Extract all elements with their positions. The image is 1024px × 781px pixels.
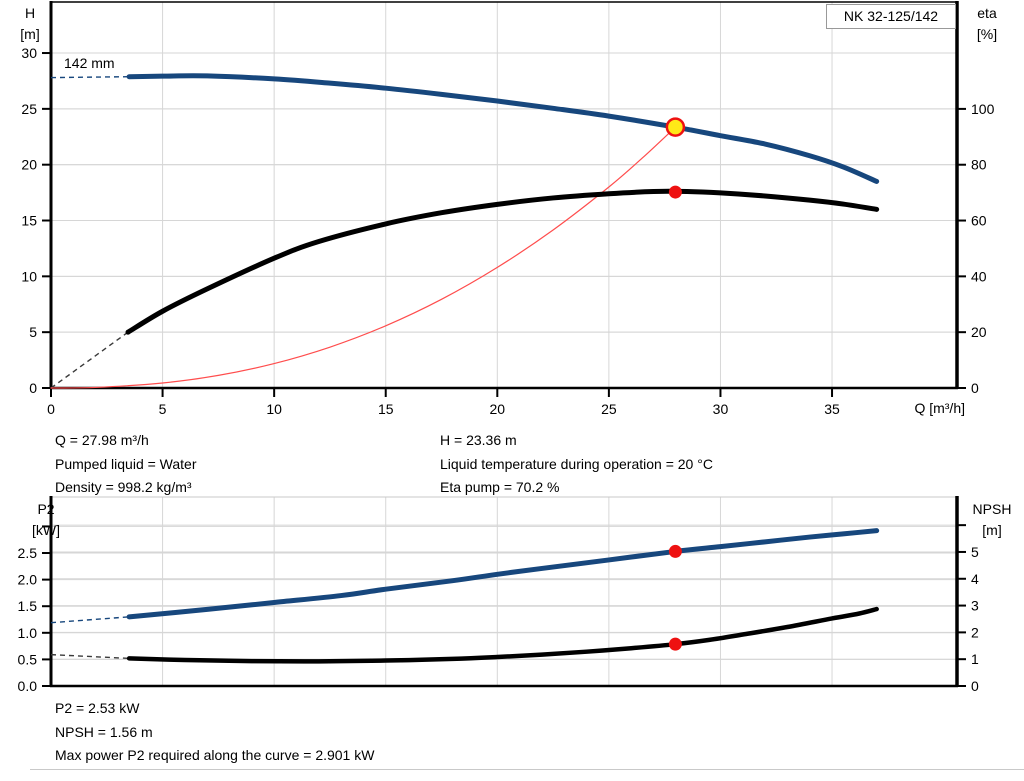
model-number-box: NK 32-125/142 xyxy=(826,4,956,29)
tick-label: 2.0 xyxy=(18,572,38,588)
tick-label: 25 xyxy=(601,401,617,417)
tick-label: 0.5 xyxy=(18,651,38,667)
system-curve xyxy=(50,126,676,389)
p2-curve xyxy=(126,528,880,620)
flow-axis-label: Q [m³/h] xyxy=(914,400,965,416)
npsh-curve xyxy=(126,606,879,664)
efficiency-curve xyxy=(125,188,880,335)
tick-label: 40 xyxy=(971,268,987,284)
npsh-axis-title-line2: [m] xyxy=(982,522,1002,538)
tick-label: 20 xyxy=(490,401,506,417)
result-liquid-temperature: Liquid temperature during operation = 20… xyxy=(440,455,713,472)
head-curve-dashed-lead xyxy=(50,75,130,79)
tick-label: 0 xyxy=(47,401,55,417)
eta-axis-title-line1: eta xyxy=(977,5,997,21)
tick-label: 20 xyxy=(21,157,37,173)
tick-label: 0 xyxy=(971,380,979,396)
tick-label: 5 xyxy=(971,544,979,560)
tick-label: 30 xyxy=(21,45,37,61)
head-axis-title-line2: [m] xyxy=(20,26,40,42)
result-p2: P2 = 2.53 kW xyxy=(55,700,140,716)
tick-label: 0.0 xyxy=(18,678,38,694)
duty-point-marker xyxy=(665,117,686,137)
head-curve xyxy=(126,73,880,184)
results-top-left: Q = 27.98 m³/h Pumped liquid = Water Den… xyxy=(55,429,197,500)
tick-label: 100 xyxy=(971,101,995,117)
tick-label: 15 xyxy=(21,213,37,229)
npsh-curve-dashed-lead xyxy=(50,653,130,660)
tick-label: 1.5 xyxy=(18,598,38,614)
tick-label: 25 xyxy=(21,101,37,117)
tick-label: 1 xyxy=(971,651,979,667)
eta-axis-title: eta [%] xyxy=(968,3,1006,45)
head-axis-title-line1: H xyxy=(24,5,36,21)
tick-label: 10 xyxy=(266,401,282,417)
tick-label: 4 xyxy=(971,571,979,587)
tick-label: 30 xyxy=(713,401,729,417)
tick-label: 2.5 xyxy=(18,545,38,561)
p2-axis-title-line2: [kW] xyxy=(32,522,60,538)
result-pumped-liquid: Pumped liquid = Water xyxy=(55,455,197,472)
tick-label: 5 xyxy=(29,324,37,340)
p2-point-marker xyxy=(668,544,682,558)
tick-label: 15 xyxy=(378,401,394,417)
tick-label: 20 xyxy=(971,324,987,340)
result-max-power: Max power P2 required along the curve = … xyxy=(55,747,375,763)
p2-axis-title-line1: P2 xyxy=(37,501,55,517)
head-axis-title: H [m] xyxy=(14,3,46,45)
tick-label: 0 xyxy=(29,380,37,396)
p2-curve-dashed-lead xyxy=(50,616,130,624)
tick-label: 35 xyxy=(824,401,840,417)
npsh-axis-title-line1: NPSH xyxy=(972,501,1012,517)
tick-label: 10 xyxy=(21,268,37,284)
tick-label: 2 xyxy=(971,624,979,640)
efficiency-curve-dashed-lead xyxy=(50,331,129,389)
tick-label: 80 xyxy=(971,157,987,173)
eta-point-marker xyxy=(668,185,682,199)
p2-axis-title: P2 [kW] xyxy=(26,499,66,541)
tick-label: 5 xyxy=(159,401,167,417)
result-eta-pump: Eta pump = 70.2 % xyxy=(440,479,560,495)
npsh-axis-title: NPSH [m] xyxy=(964,499,1020,541)
impeller-size-label: 142 mm xyxy=(64,55,115,71)
result-q: Q = 27.98 m³/h xyxy=(55,432,149,448)
bottom-divider xyxy=(30,769,1024,770)
eta-axis-title-line2: [%] xyxy=(976,26,998,42)
results-bottom: P2 = 2.53 kW NPSH = 1.56 m Max power P2 … xyxy=(55,697,374,768)
result-npsh: NPSH = 1.56 m xyxy=(55,723,153,740)
npsh-point-marker xyxy=(668,637,682,651)
tick-label: 1.0 xyxy=(18,625,38,641)
result-density: Density = 998.2 kg/m³ xyxy=(55,479,192,495)
result-h: H = 23.36 m xyxy=(440,432,517,448)
tick-label: 3 xyxy=(971,598,979,614)
results-top-right: H = 23.36 m Liquid temperature during op… xyxy=(440,429,713,500)
tick-label: 0 xyxy=(971,678,979,694)
tick-label: 60 xyxy=(971,213,987,229)
